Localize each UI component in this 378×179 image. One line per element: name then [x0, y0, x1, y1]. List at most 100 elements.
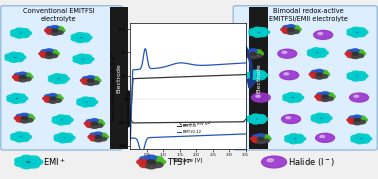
Circle shape: [251, 93, 270, 102]
Circle shape: [53, 76, 64, 81]
Circle shape: [247, 74, 256, 79]
Circle shape: [91, 81, 99, 84]
Circle shape: [361, 134, 369, 138]
Circle shape: [307, 52, 316, 56]
Circle shape: [257, 140, 265, 144]
Circle shape: [353, 115, 361, 119]
Circle shape: [50, 97, 56, 100]
Circle shape: [347, 29, 356, 33]
Circle shape: [15, 28, 24, 32]
Circle shape: [5, 54, 14, 58]
Circle shape: [99, 137, 107, 141]
Circle shape: [286, 117, 291, 119]
Circle shape: [317, 53, 326, 57]
Circle shape: [14, 77, 22, 81]
Circle shape: [261, 30, 270, 34]
Circle shape: [19, 72, 26, 76]
Circle shape: [311, 75, 319, 78]
Circle shape: [297, 137, 305, 141]
Circle shape: [282, 51, 287, 54]
Text: EMT-I0.12: EMT-I0.12: [183, 130, 201, 134]
Circle shape: [317, 97, 324, 101]
Circle shape: [259, 28, 267, 32]
Circle shape: [53, 80, 62, 84]
Text: Electrode: Electrode: [116, 63, 121, 93]
Circle shape: [294, 139, 303, 143]
Circle shape: [97, 122, 105, 125]
Circle shape: [91, 119, 98, 122]
Circle shape: [316, 113, 324, 117]
Circle shape: [94, 132, 102, 136]
Circle shape: [91, 77, 99, 80]
Circle shape: [15, 134, 26, 139]
Circle shape: [245, 50, 253, 53]
Circle shape: [7, 98, 15, 102]
Circle shape: [257, 115, 265, 119]
Circle shape: [350, 93, 369, 102]
Circle shape: [289, 140, 298, 144]
Circle shape: [254, 50, 262, 53]
Circle shape: [57, 121, 65, 125]
Circle shape: [62, 115, 71, 120]
Circle shape: [287, 25, 295, 28]
Circle shape: [357, 33, 366, 37]
Circle shape: [312, 54, 321, 58]
Text: TFSI$^-$: TFSI$^-$: [167, 156, 192, 168]
Circle shape: [351, 138, 359, 142]
Circle shape: [361, 139, 369, 143]
Circle shape: [19, 96, 28, 100]
Circle shape: [283, 94, 291, 98]
Circle shape: [352, 52, 358, 55]
Circle shape: [292, 30, 299, 33]
Circle shape: [14, 116, 22, 120]
Text: Halide (I$^-$): Halide (I$^-$): [288, 156, 335, 168]
Circle shape: [20, 132, 29, 137]
Circle shape: [84, 122, 92, 125]
Circle shape: [59, 135, 70, 140]
Circle shape: [95, 120, 103, 123]
Circle shape: [64, 118, 73, 122]
Circle shape: [12, 96, 22, 101]
Circle shape: [19, 78, 26, 82]
Circle shape: [352, 49, 359, 53]
Circle shape: [353, 121, 361, 125]
Circle shape: [77, 99, 85, 103]
Circle shape: [23, 135, 31, 139]
Circle shape: [25, 114, 33, 118]
Circle shape: [314, 30, 333, 39]
Text: EMI$^+$: EMI$^+$: [43, 156, 66, 168]
Circle shape: [87, 98, 95, 102]
Circle shape: [57, 117, 68, 122]
Circle shape: [20, 33, 29, 38]
Circle shape: [95, 124, 103, 127]
Circle shape: [359, 30, 368, 34]
Circle shape: [292, 26, 299, 29]
Circle shape: [320, 75, 328, 78]
Circle shape: [73, 58, 82, 62]
Circle shape: [321, 92, 329, 96]
Circle shape: [146, 164, 156, 169]
Text: Electrode: Electrode: [256, 63, 261, 93]
Circle shape: [15, 34, 24, 38]
Circle shape: [137, 159, 148, 165]
Circle shape: [317, 48, 326, 52]
Circle shape: [319, 51, 328, 55]
Circle shape: [82, 77, 90, 80]
Circle shape: [251, 70, 260, 74]
Circle shape: [259, 117, 268, 121]
Circle shape: [352, 30, 363, 35]
Circle shape: [99, 133, 107, 137]
Circle shape: [287, 31, 295, 34]
Circle shape: [257, 76, 265, 80]
Circle shape: [23, 73, 31, 77]
Circle shape: [15, 138, 24, 142]
Circle shape: [15, 53, 23, 57]
Circle shape: [326, 93, 333, 96]
Circle shape: [21, 119, 28, 123]
Circle shape: [293, 28, 301, 31]
Circle shape: [64, 138, 73, 142]
Circle shape: [54, 134, 63, 139]
Circle shape: [247, 72, 256, 76]
Text: Bimodal redox-active
EMITFSI/EMII electrolyte: Bimodal redox-active EMITFSI/EMII electr…: [269, 8, 347, 21]
Circle shape: [52, 29, 58, 32]
